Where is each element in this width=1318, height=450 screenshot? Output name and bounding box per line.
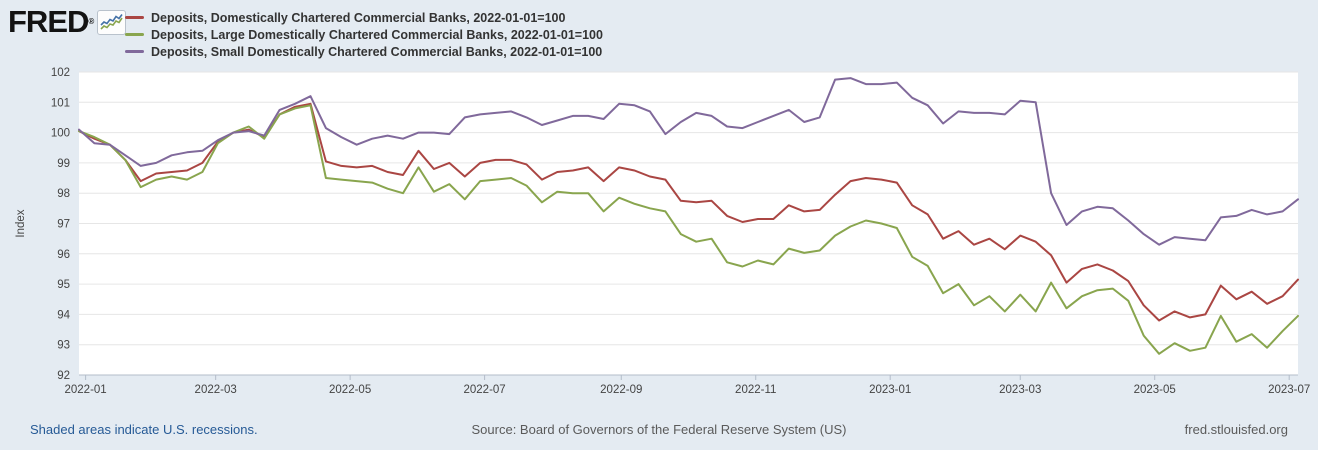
registered-mark-icon: ® xyxy=(88,17,94,26)
y-tick-label: 97 xyxy=(57,219,70,231)
x-tick-label: 2023-03 xyxy=(999,384,1041,396)
legend-label: Deposits, Small Domestically Chartered C… xyxy=(151,44,603,59)
y-tick-label: 99 xyxy=(57,158,70,170)
x-tick-label: 2022-05 xyxy=(329,384,371,396)
y-tick-label: 98 xyxy=(57,188,70,200)
fred-logo[interactable]: FRED® xyxy=(8,4,127,39)
y-tick-label: 102 xyxy=(51,67,70,79)
legend-line-swatch-red xyxy=(125,16,144,19)
x-tick-label: 2022-09 xyxy=(600,384,642,396)
y-tick-label: 94 xyxy=(57,309,70,321)
y-tick-label: 92 xyxy=(57,370,70,382)
legend-line-swatch-green xyxy=(125,33,144,36)
fred-sparkline-icon xyxy=(97,10,127,35)
x-tick-label: 2023-01 xyxy=(869,384,911,396)
recessions-note-link[interactable]: Shaded areas indicate U.S. recessions. xyxy=(30,422,258,437)
y-axis-title: Index xyxy=(15,209,27,237)
legend-item-deposits-all[interactable]: Deposits, Domestically Chartered Commerc… xyxy=(125,9,603,26)
x-tick-label: 2023-05 xyxy=(1134,384,1176,396)
x-tick-label: 2022-11 xyxy=(735,384,776,396)
y-tick-label: 96 xyxy=(57,249,70,261)
legend-label: Deposits, Domestically Chartered Commerc… xyxy=(151,10,566,25)
chart-legend: Deposits, Domestically Chartered Commerc… xyxy=(125,9,603,60)
chart-footer: Shaded areas indicate U.S. recessions. S… xyxy=(0,416,1318,446)
y-tick-label: 101 xyxy=(51,97,70,109)
source-attribution: Source: Board of Governors of the Federa… xyxy=(471,422,847,437)
legend-item-deposits-small[interactable]: Deposits, Small Domestically Chartered C… xyxy=(125,43,603,60)
y-tick-label: 95 xyxy=(57,279,70,291)
y-tick-label: 100 xyxy=(51,128,70,140)
series-line-deposits-small-domestic[interactable] xyxy=(78,77,1299,246)
y-tick-label: 93 xyxy=(57,340,70,352)
x-tick-label: 2022-01 xyxy=(65,384,107,396)
fred-logo-text: FRED® xyxy=(8,4,94,39)
x-tick-label: 2022-07 xyxy=(463,384,505,396)
fred-site-link[interactable]: fred.stlouisfed.org xyxy=(1184,422,1288,437)
x-tick-label: 2022-03 xyxy=(195,384,237,396)
legend-label: Deposits, Large Domestically Chartered C… xyxy=(151,27,603,42)
chart-header: FRED® Deposits, Domestically Chartered C… xyxy=(0,0,1318,64)
series-line-deposits-large-domestic[interactable] xyxy=(78,104,1299,355)
legend-line-swatch-purple xyxy=(125,50,144,53)
legend-item-deposits-large[interactable]: Deposits, Large Domestically Chartered C… xyxy=(125,26,603,43)
x-tick-label: 2023-07 xyxy=(1268,384,1310,396)
